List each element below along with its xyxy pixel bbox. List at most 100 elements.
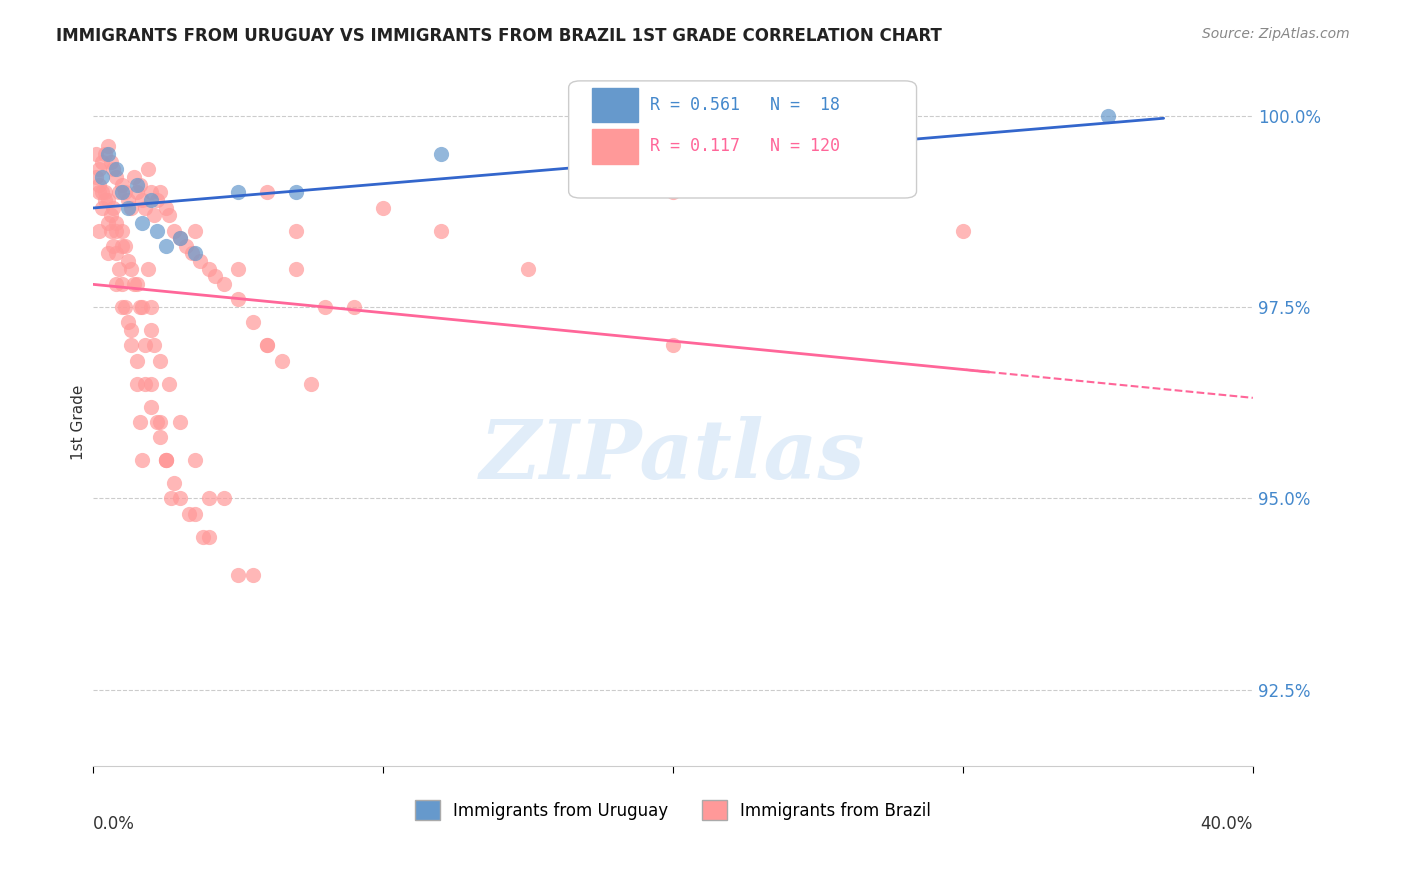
Point	[111, 277, 134, 292]
Point	[131, 300, 153, 314]
Point	[183, 507, 205, 521]
Point	[105, 246, 128, 260]
Point	[204, 269, 226, 284]
Point	[149, 186, 172, 200]
Point	[662, 338, 685, 352]
Point	[125, 376, 148, 391]
Point	[270, 353, 292, 368]
Point	[180, 246, 202, 260]
Point	[343, 300, 366, 314]
Point	[87, 178, 110, 192]
Point	[120, 323, 142, 337]
Point	[160, 491, 183, 506]
Point	[125, 178, 148, 192]
Point	[134, 338, 156, 352]
Point	[1097, 109, 1119, 123]
Point	[256, 338, 278, 352]
Point	[131, 193, 153, 207]
Point	[141, 193, 163, 207]
Point	[299, 376, 322, 391]
FancyBboxPatch shape	[568, 81, 917, 198]
Point	[105, 169, 128, 184]
Point	[149, 430, 172, 444]
Y-axis label: 1st Grade: 1st Grade	[72, 384, 86, 459]
Point	[111, 178, 134, 192]
Point	[87, 162, 110, 177]
Point	[662, 186, 685, 200]
Point	[90, 169, 112, 184]
Point	[169, 415, 191, 429]
Point	[226, 568, 249, 582]
Point	[226, 293, 249, 307]
Point	[146, 415, 169, 429]
Point	[141, 300, 163, 314]
Point	[157, 208, 180, 222]
Text: IMMIGRANTS FROM URUGUAY VS IMMIGRANTS FROM BRAZIL 1ST GRADE CORRELATION CHART: IMMIGRANTS FROM URUGUAY VS IMMIGRANTS FR…	[56, 27, 942, 45]
Point	[146, 223, 169, 237]
Point	[97, 147, 120, 161]
Point	[193, 530, 215, 544]
Point	[114, 239, 136, 253]
Point	[103, 201, 125, 215]
Point	[94, 147, 117, 161]
Point	[122, 169, 145, 184]
Point	[141, 323, 163, 337]
Point	[97, 193, 120, 207]
Point	[256, 186, 278, 200]
Point	[226, 261, 249, 276]
Point	[155, 453, 177, 467]
Point	[155, 453, 177, 467]
Point	[105, 223, 128, 237]
Point	[97, 139, 120, 153]
Point	[84, 169, 107, 184]
Point	[117, 201, 139, 215]
Point	[108, 186, 131, 200]
Text: R = 0.117   N = 120: R = 0.117 N = 120	[650, 137, 839, 155]
Point	[90, 186, 112, 200]
Point	[105, 162, 128, 177]
Point	[242, 315, 264, 329]
Legend: Immigrants from Uruguay, Immigrants from Brazil: Immigrants from Uruguay, Immigrants from…	[408, 793, 938, 827]
Text: 0.0%: 0.0%	[93, 814, 135, 832]
Point	[100, 208, 122, 222]
Point	[122, 277, 145, 292]
Point	[141, 186, 163, 200]
Point	[174, 239, 197, 253]
Text: R = 0.561   N =  18: R = 0.561 N = 18	[650, 96, 839, 114]
Point	[212, 491, 235, 506]
Point	[141, 376, 163, 391]
Point	[90, 201, 112, 215]
Point	[242, 568, 264, 582]
Point	[117, 315, 139, 329]
Point	[108, 261, 131, 276]
Point	[84, 147, 107, 161]
Point	[97, 246, 120, 260]
Point	[149, 353, 172, 368]
Point	[100, 154, 122, 169]
Point	[285, 186, 308, 200]
Bar	[592, 87, 638, 122]
Point	[128, 178, 150, 192]
Point	[163, 476, 186, 491]
Point	[143, 208, 166, 222]
Point	[111, 239, 134, 253]
Point	[117, 254, 139, 268]
Point	[128, 415, 150, 429]
Point	[131, 453, 153, 467]
Point	[131, 216, 153, 230]
Point	[952, 223, 974, 237]
Point	[183, 246, 205, 260]
Point	[146, 193, 169, 207]
Point	[149, 415, 172, 429]
Point	[198, 530, 221, 544]
Point	[198, 491, 221, 506]
Point	[177, 507, 200, 521]
Point	[103, 162, 125, 177]
Point	[94, 186, 117, 200]
Point	[114, 186, 136, 200]
Point	[720, 147, 742, 161]
Point	[117, 193, 139, 207]
Point	[430, 223, 453, 237]
Point	[136, 261, 159, 276]
Text: 40.0%: 40.0%	[1201, 814, 1253, 832]
